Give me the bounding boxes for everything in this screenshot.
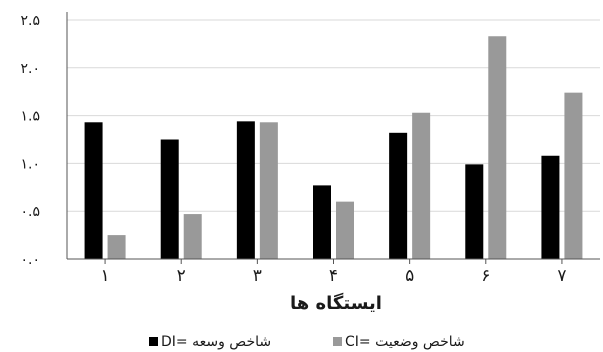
y-tick-label: ۰.۰ (21, 252, 41, 268)
y-tick-label: ۰.۵ (21, 204, 41, 220)
bar-di-3 (236, 121, 255, 259)
axes (66, 12, 600, 264)
x-tick-label: ۶ (481, 266, 490, 286)
y-tick-label: ۲.۰ (21, 61, 41, 77)
legend-label-ci: CI= شاخص وضعیت (345, 334, 465, 350)
bar-ci-7 (564, 92, 583, 259)
bar-ci-6 (488, 36, 507, 259)
bar-di-6 (465, 164, 484, 259)
x-tick-label: ۵ (405, 266, 414, 286)
bar-ci-3 (259, 122, 278, 260)
bar-di-4 (313, 185, 331, 259)
bar-ci-1 (107, 235, 126, 259)
bar-di-2 (160, 139, 179, 259)
x-tick-label: ۲ (177, 266, 186, 286)
bar-ci-4 (336, 201, 354, 259)
bars (84, 36, 583, 260)
bar-di-5 (389, 132, 408, 259)
bar-di-7 (541, 155, 560, 259)
x-tick-label: ۷ (557, 266, 566, 286)
x-tick-label: ۱ (101, 266, 110, 286)
x-axis-title: ایستگاه ها (290, 292, 382, 314)
x-tick-labels: ۱ ۲ ۳ ۴ ۵ ۶ ۷ (101, 266, 567, 286)
bar-ci-2 (183, 214, 202, 259)
bar-di-1 (84, 122, 103, 260)
bar-ci-5 (412, 112, 431, 260)
x-tick-label: ۴ (329, 266, 338, 286)
gridlines (67, 19, 600, 212)
legend: CI= شاخص وضعیت DI= شاخص وسعه (149, 334, 465, 350)
x-tick-label: ۳ (253, 266, 262, 286)
y-tick-labels: ۰.۰ ۰.۵ ۱.۰ ۱.۵ ۲.۰ ۲.۵ (21, 13, 41, 268)
legend-swatch-di (149, 337, 158, 346)
legend-swatch-ci (333, 337, 342, 346)
y-tick-label: ۱.۵ (21, 109, 41, 125)
y-tick-label: ۲.۵ (21, 13, 41, 29)
legend-label-di: DI= شاخص وسعه (161, 334, 271, 350)
y-tick-label: ۱.۰ (21, 156, 41, 172)
